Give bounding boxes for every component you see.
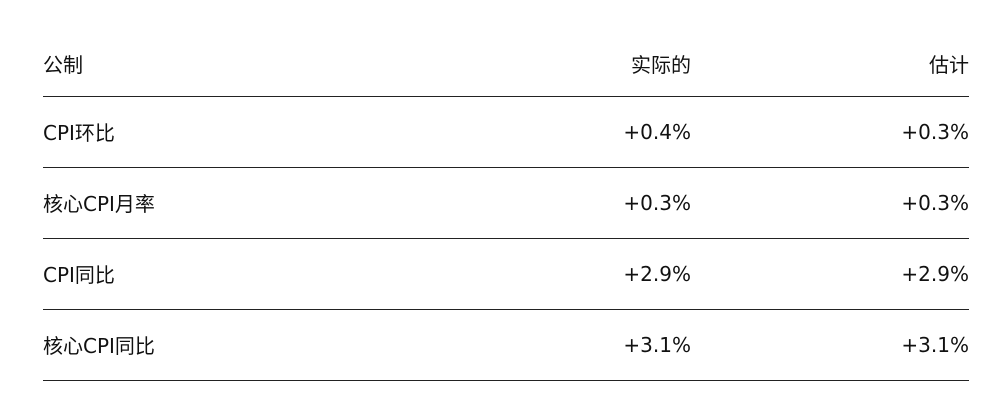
estimate-cell: +2.9%	[901, 261, 969, 286]
metric-cell: CPI环比	[43, 121, 115, 145]
actual-cell: +3.1%	[623, 332, 691, 357]
cpi-table: 公制 实际的 估计 CPI环比 +0.4% +0.3% 核心CPI月率 +0.3…	[43, 31, 969, 381]
estimate-cell: +3.1%	[901, 332, 969, 357]
estimate-cell: +0.3%	[901, 119, 969, 144]
metric-cell: CPI同比	[43, 263, 115, 287]
table-row: 核心CPI同比 +3.1% +3.1%	[43, 309, 969, 380]
header-actual: 实际的	[631, 52, 691, 77]
table-row: CPI同比 +2.9% +2.9%	[43, 238, 969, 309]
table-row: CPI环比 +0.4% +0.3%	[43, 96, 969, 167]
table-header-row: 公制 实际的 估计	[43, 31, 969, 96]
metric-cell: 核心CPI月率	[43, 192, 155, 216]
actual-cell: +0.3%	[623, 190, 691, 215]
estimate-cell: +0.3%	[901, 190, 969, 215]
actual-cell: +0.4%	[623, 119, 691, 144]
metric-cell: 核心CPI同比	[43, 334, 155, 358]
actual-cell: +2.9%	[623, 261, 691, 286]
header-metric: 公制	[43, 52, 83, 77]
header-estimate: 估计	[929, 52, 969, 77]
table-row: 核心CPI月率 +0.3% +0.3%	[43, 167, 969, 238]
